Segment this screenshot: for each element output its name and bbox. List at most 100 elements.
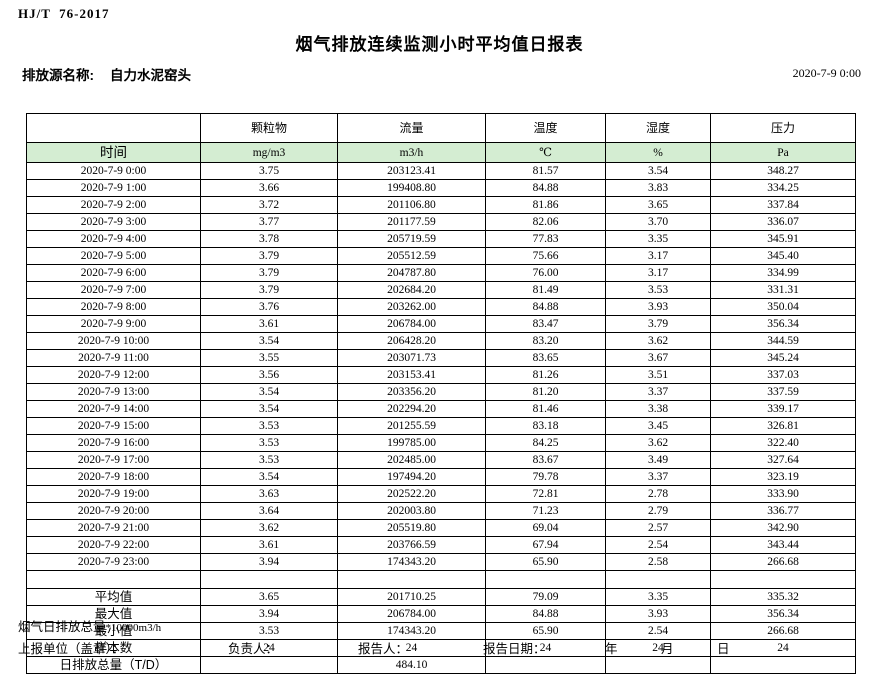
cell-4: 2.78 <box>605 485 711 503</box>
table-row: 2020-7-9 8:00 3.76 203262.00 84.88 3.93 350.0… <box>26 298 856 316</box>
cell-0: 2020-7-9 7:00 <box>26 281 201 299</box>
cell-3: 72.81 <box>485 485 606 503</box>
footer-note-unit: *10000m3/h <box>105 622 162 634</box>
cell-3: 81.46 <box>485 400 606 418</box>
cell-1: 3.55 <box>200 349 338 367</box>
cell-1: 3.61 <box>200 536 338 554</box>
blank-cell-0 <box>26 570 201 589</box>
cell-4: 3.17 <box>605 264 711 282</box>
cell-0: 2020-7-9 9:00 <box>26 315 201 333</box>
summary-cell-5: 335.32 <box>710 588 856 606</box>
header-cell-flow: 流量 <box>337 113 486 143</box>
cell-0: 2020-7-9 1:00 <box>26 179 201 197</box>
report-date-label: 报告日期： <box>483 642 546 656</box>
table-header-parameters: 颗粒物 流量 温度 湿度 压力 <box>26 113 856 143</box>
table-row: 2020-7-9 19:00 3.63 202522.20 72.81 2.78 333.… <box>26 485 856 503</box>
cell-5: 350.04 <box>710 298 856 316</box>
cell-2: 202684.20 <box>337 281 486 299</box>
cell-4: 3.51 <box>605 366 711 384</box>
cell-0: 2020-7-9 2:00 <box>26 196 201 214</box>
cell-5: 344.59 <box>710 332 856 350</box>
cell-2: 204787.80 <box>337 264 486 282</box>
table-row: 2020-7-9 1:00 3.66 199408.80 84.88 3.83 334.2… <box>26 179 856 197</box>
cell-3: 81.57 <box>485 162 606 180</box>
table-row: 2020-7-9 3:00 3.77 201177.59 82.06 3.70 336.0… <box>26 213 856 231</box>
cell-2: 199785.00 <box>337 434 486 452</box>
summary-row: 样本数 24 24 24 24 24 <box>26 639 856 657</box>
cell-4: 2.54 <box>605 536 711 554</box>
cell-5: 356.34 <box>710 315 856 333</box>
cell-3: 71.23 <box>485 502 606 520</box>
cell-3: 79.78 <box>485 468 606 486</box>
cell-1: 3.78 <box>200 230 338 248</box>
summary-cell-4: 3.93 <box>605 605 711 623</box>
cell-4: 3.83 <box>605 179 711 197</box>
report-date-ymd: 年 月 日 <box>605 642 750 656</box>
cell-3: 83.67 <box>485 451 606 469</box>
header-cell-time-label: 时间 <box>26 142 201 163</box>
cell-1: 3.77 <box>200 213 338 231</box>
summary-cell-0: 平均值 <box>26 588 201 606</box>
cell-0: 2020-7-9 10:00 <box>26 332 201 350</box>
blank-cell-3 <box>485 570 606 589</box>
summary-cell-1: 3.65 <box>200 588 338 606</box>
cell-3: 83.65 <box>485 349 606 367</box>
summary-cell-1 <box>200 656 338 674</box>
cell-0: 2020-7-9 17:00 <box>26 451 201 469</box>
header-cell-pressure: 压力 <box>710 113 856 143</box>
table-row: 2020-7-9 0:00 3.75 203123.41 81.57 3.54 348.2… <box>26 162 856 180</box>
footer-note: 烟气日排放总量*10000m3/h <box>18 619 868 636</box>
cell-1: 3.79 <box>200 264 338 282</box>
cell-2: 202003.80 <box>337 502 486 520</box>
header-cell-time-blank <box>26 113 201 143</box>
blank-cell-1 <box>200 570 338 589</box>
cell-2: 201255.59 <box>337 417 486 435</box>
cell-2: 205519.80 <box>337 519 486 537</box>
cell-1: 3.54 <box>200 468 338 486</box>
header-cell-particulate: 颗粒物 <box>200 113 338 143</box>
table-row: 2020-7-9 4:00 3.78 205719.59 77.83 3.35 345.9… <box>26 230 856 248</box>
cell-3: 84.88 <box>485 298 606 316</box>
table-row: 2020-7-9 10:00 3.54 206428.20 83.20 3.62 344.… <box>26 332 856 350</box>
cell-5: 266.68 <box>710 553 856 571</box>
table-row: 2020-7-9 7:00 3.79 202684.20 81.49 3.53 331.3… <box>26 281 856 299</box>
table-row: 2020-7-9 18:00 3.54 197494.20 79.78 3.37 323.… <box>26 468 856 486</box>
summary-cell-0: 样本数 <box>26 639 201 657</box>
cell-1: 3.62 <box>200 519 338 537</box>
cell-2: 206428.20 <box>337 332 486 350</box>
cell-4: 3.65 <box>605 196 711 214</box>
blank-cell-4 <box>605 570 711 589</box>
summary-cell-3: 79.09 <box>485 588 606 606</box>
cell-1: 3.54 <box>200 383 338 401</box>
cell-1: 3.53 <box>200 417 338 435</box>
cell-1: 3.53 <box>200 451 338 469</box>
cell-0: 2020-7-9 19:00 <box>26 485 201 503</box>
cell-5: 339.17 <box>710 400 856 418</box>
cell-5: 322.40 <box>710 434 856 452</box>
cell-4: 2.58 <box>605 553 711 571</box>
reporter-label: 报告人： <box>358 642 409 656</box>
footer-note-prefix: 烟气日排放总量 <box>18 620 106 634</box>
cell-0: 2020-7-9 23:00 <box>26 553 201 571</box>
cell-3: 65.90 <box>485 553 606 571</box>
cell-1: 3.61 <box>200 315 338 333</box>
cell-5: 333.90 <box>710 485 856 503</box>
cell-5: 345.40 <box>710 247 856 265</box>
summary-row: 日排放总量（T/D） 484.10 <box>26 656 856 674</box>
cell-5: 337.59 <box>710 383 856 401</box>
cell-3: 84.25 <box>485 434 606 452</box>
cell-4: 3.45 <box>605 417 711 435</box>
table-row: 2020-7-9 2:00 3.72 201106.80 81.86 3.65 337.8… <box>26 196 856 214</box>
cell-2: 203071.73 <box>337 349 486 367</box>
header-cell-humidity: 湿度 <box>605 113 711 143</box>
cell-2: 202522.20 <box>337 485 486 503</box>
table-row: 2020-7-9 22:00 3.61 203766.59 67.94 2.54 343.… <box>26 536 856 554</box>
cell-3: 81.20 <box>485 383 606 401</box>
unit-cell-particulate: mg/m3 <box>200 142 338 163</box>
cell-2: 202294.20 <box>337 400 486 418</box>
summary-cell-0: 日排放总量（T/D） <box>26 656 201 674</box>
cell-4: 3.17 <box>605 247 711 265</box>
manager-label: 负责人： <box>228 642 279 656</box>
cell-0: 2020-7-9 13:00 <box>26 383 201 401</box>
summary-cell-4: 3.35 <box>605 588 711 606</box>
